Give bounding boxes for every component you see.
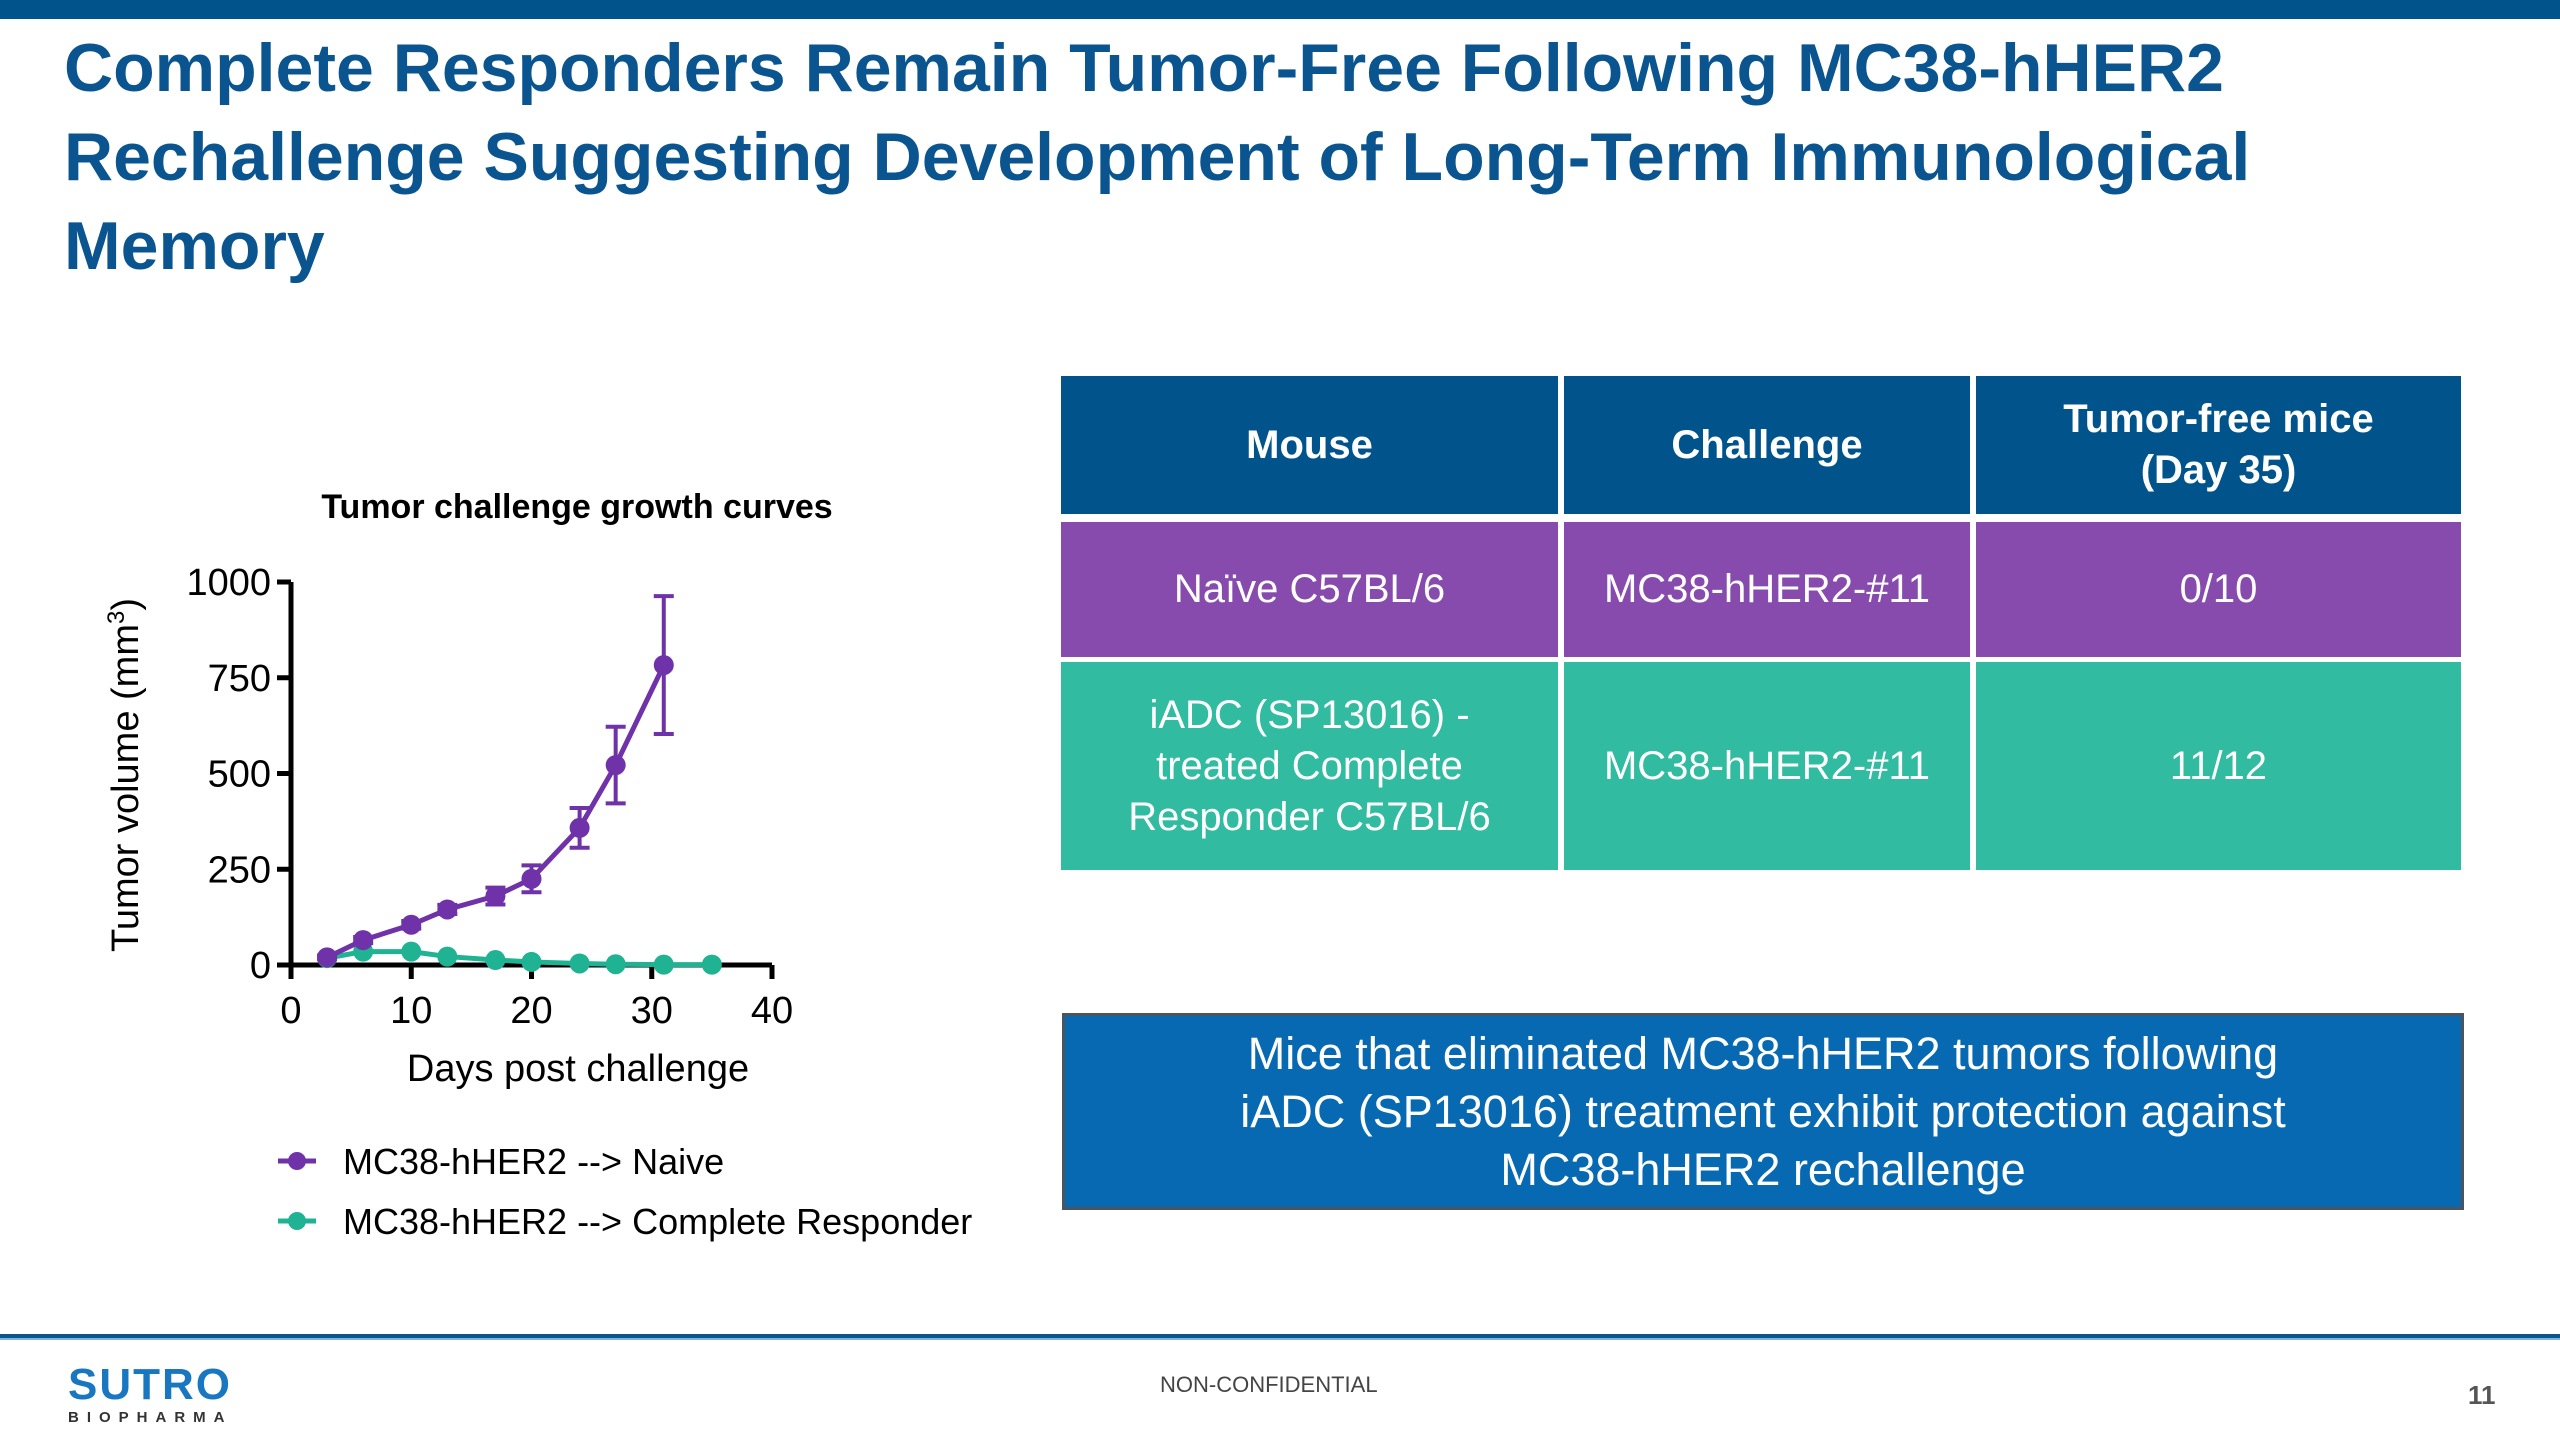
data-point (317, 947, 338, 968)
cell-mouse-line3: Responder C57BL/6 (1128, 794, 1491, 839)
data-point (653, 954, 674, 975)
chart-title: Tumor challenge growth curves (321, 488, 832, 526)
x-tick-label: 40 (751, 990, 793, 1032)
cell-mouse-line1: iADC (SP13016) - (1149, 692, 1470, 737)
chart-series (317, 594, 722, 975)
x-tick-label: 10 (390, 990, 432, 1032)
y-tick-label: 500 (208, 754, 271, 796)
y-axis-label-close: ) (105, 598, 147, 611)
table-row: Naïve C57BL/6 MC38-hHER2-#11 0/10 (1061, 522, 2461, 662)
x-axis-label: Days post challenge (407, 1048, 749, 1090)
chart-axes: 0 250 500 750 1000 0 10 20 30 40 (186, 562, 793, 1032)
legend-label: MC38-hHER2 --> Naive (343, 1141, 724, 1182)
tumor-growth-chart: Tumor challenge growth curves Tumor volu… (103, 488, 972, 1242)
results-table: Mouse Challenge Tumor-free mice (Day 35)… (1061, 376, 2461, 870)
confidentiality-label: NON-CONFIDENTIAL (1160, 1372, 1378, 1397)
y-tick-label: 1000 (186, 562, 271, 604)
header-mouse-text: Mouse (1246, 422, 1373, 467)
cell-mouse: Naïve C57BL/6 (1061, 522, 1558, 662)
y-tick-label: 250 (208, 849, 271, 891)
x-tick-label: 20 (510, 990, 552, 1032)
cell-mouse-line2: treated Complete (1156, 743, 1463, 788)
y-axis-label-superscript: 3 (103, 611, 130, 624)
data-point (485, 886, 506, 907)
x-tick-label: 0 (280, 990, 301, 1032)
legend-marker-icon (288, 1152, 306, 1170)
series-naive (317, 594, 674, 968)
cell-tumor-free: 0/10 (1970, 522, 2461, 662)
legend-marker-icon (288, 1212, 306, 1230)
logo-subtitle: BIOPHARMA (68, 1409, 233, 1426)
data-point (605, 954, 626, 975)
data-point (701, 954, 722, 975)
x-tick-label: 30 (631, 990, 673, 1032)
data-point (353, 930, 374, 951)
data-point (521, 868, 542, 889)
data-point (605, 755, 626, 776)
key-finding-callout: Mice that eliminated MC38-hHER2 tumors f… (1062, 1013, 2464, 1210)
legend-item: MC38-hHER2 --> Naive (278, 1141, 724, 1182)
header-challenge-text: Challenge (1671, 422, 1863, 467)
callout-line: MC38-hHER2 rechallenge (1500, 1143, 2026, 1195)
series-line (325, 664, 667, 960)
data-point (569, 953, 590, 974)
legend-label: MC38-hHER2 --> Complete Responder (343, 1201, 972, 1242)
cell-challenge: MC38-hHER2-#11 (1558, 522, 1970, 662)
svg-text:Tumor volume (mm3): Tumor volume (mm3) (103, 598, 147, 952)
data-point (401, 941, 422, 962)
data-point (569, 817, 590, 838)
y-tick-label: 0 (250, 945, 271, 987)
series-complete-responder (317, 941, 722, 975)
cell-challenge: MC38-hHER2-#11 (1558, 662, 1970, 870)
header-mouse: Mouse (1061, 376, 1558, 522)
data-point (653, 655, 674, 676)
cell-mouse-text: Naïve C57BL/6 (1173, 567, 1446, 611)
logo-wordmark: SUTRO (68, 1360, 232, 1409)
company-logo: SUTRO BIOPHARMA (68, 1360, 233, 1427)
slide-title: Complete Responders Remain Tumor-Free Fo… (64, 30, 2251, 284)
header-challenge: Challenge (1558, 376, 1970, 522)
callout-line: Mice that eliminated MC38-hHER2 tumors f… (1247, 1027, 2279, 1079)
data-point (401, 914, 422, 935)
series-line (326, 949, 712, 968)
top-banner (0, 0, 2560, 19)
data-point (437, 899, 458, 920)
y-tick-label: 750 (208, 658, 271, 700)
cell-mouse: iADC (SP13016) - treated Complete Respon… (1061, 662, 1558, 870)
page-number: 11 (2468, 1380, 2496, 1410)
cell-tumor-free: 11/12 (1970, 662, 2461, 870)
data-point (437, 946, 458, 967)
legend-item: MC38-hHER2 --> Complete Responder (278, 1201, 972, 1242)
header-tumor-free-line1: Tumor-free mice (2063, 397, 2374, 441)
table-header-row: Mouse Challenge Tumor-free mice (Day 35) (1061, 376, 2461, 522)
chart-legend: MC38-hHER2 --> Naive MC38-hHER2 --> Compl… (278, 1141, 972, 1242)
header-tumor-free: Tumor-free mice (Day 35) (1970, 376, 2461, 522)
callout-line: iADC (SP13016) treatment exhibit protect… (1240, 1085, 2286, 1137)
data-point (521, 951, 542, 972)
table-row: iADC (SP13016) - treated Complete Respon… (1061, 662, 2461, 870)
footer-divider (0, 1334, 2560, 1340)
y-axis-label-text: Tumor volume (mm (105, 624, 147, 952)
y-axis-label: Tumor volume (mm3) (103, 598, 147, 952)
header-tumor-free-line2: (Day 35) (2140, 448, 2297, 492)
data-point (485, 950, 506, 971)
